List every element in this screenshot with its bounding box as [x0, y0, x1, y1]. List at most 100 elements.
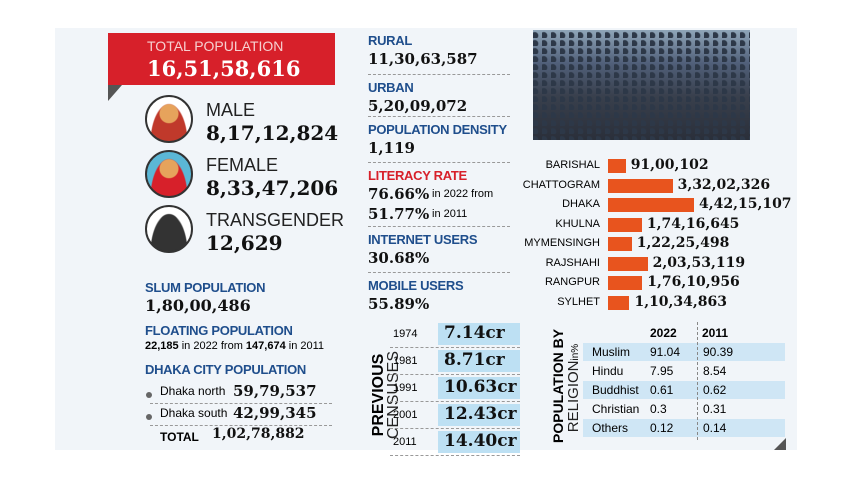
column-header: 2022: [650, 326, 677, 340]
stat-label: URBAN: [368, 80, 414, 95]
stat-value: 76.66%: [368, 185, 430, 203]
row-band: [583, 343, 785, 361]
division-bar: [608, 237, 632, 251]
census-box: [438, 323, 520, 345]
gender-label: MALE: [206, 100, 256, 120]
division-value: 91,00,102: [630, 157, 709, 173]
label-unit: in%: [570, 343, 581, 361]
division-value: 1,76,10,956: [647, 274, 740, 290]
total-value: 16,51,58,616: [147, 56, 301, 81]
religion-name: Muslim: [592, 345, 630, 359]
division-bar: [608, 198, 694, 212]
religion-value: 90.39: [703, 345, 734, 359]
stat-value: 55.89%: [368, 295, 430, 313]
religion-name: Others: [592, 421, 629, 435]
separator: [368, 74, 510, 75]
division-label: SYLHET: [557, 295, 600, 308]
stat-value: 51.77%: [368, 205, 430, 223]
division-bar: [608, 295, 630, 310]
census-value: 10.63cr: [444, 377, 517, 397]
census-year: 2001: [393, 409, 418, 421]
division-value: 1,74,16,645: [646, 215, 740, 232]
section-heading: FLOATING POPULATION: [145, 323, 293, 338]
census-value: 8.71cr: [444, 350, 505, 370]
separator: [368, 116, 510, 117]
icon: [145, 205, 193, 253]
bullet: [146, 392, 152, 398]
census-value: 12.43cr: [444, 404, 517, 424]
row-band: [583, 381, 785, 399]
detail-part: 22,185: [145, 340, 179, 352]
label-line: PREVIOUS: [370, 353, 387, 437]
icon: [145, 95, 193, 143]
division-value: 4,42,15,107: [699, 196, 792, 212]
religion-name: Christian: [592, 402, 640, 416]
detail-part: 147,674: [245, 340, 286, 352]
division-label: CHATTOGRAM: [522, 178, 600, 191]
separator: [390, 374, 520, 375]
census-year: 2011: [393, 436, 417, 448]
corner: [108, 85, 122, 101]
section-heading: SLUM POPULATION: [145, 280, 266, 295]
bullet: [146, 414, 152, 420]
census-box: [438, 377, 520, 399]
icon: [145, 150, 193, 198]
religion-label: POPULATION BY RELIGIONin%: [550, 328, 583, 443]
label-line: POPULATION BY: [550, 328, 566, 443]
gender-label: FEMALE: [206, 155, 279, 175]
floating-detail: 22,185 in 2022 from 147,674 in 2011: [145, 340, 324, 352]
division-label: DHAKA: [562, 198, 600, 210]
division-value: 1,22,25,498: [636, 235, 730, 251]
slum-value: 1,80,00,486: [145, 296, 251, 315]
column-header: 2011: [702, 326, 729, 340]
religion-value: 0.12: [650, 421, 674, 435]
dhaka-row-value: 42,99,345: [233, 404, 317, 422]
division-label: KHULNA: [555, 217, 600, 230]
detail-part: in 2011: [285, 340, 325, 352]
dhaka-row-label: Dhaka south: [160, 406, 228, 420]
separator: [390, 455, 520, 456]
corner: [774, 438, 786, 450]
separator: [150, 425, 332, 426]
religion-value: 0.31: [703, 402, 727, 416]
stat-label: LITERACY RATE: [368, 168, 467, 183]
total-label: TOTAL POPULATION: [147, 38, 284, 54]
stat-value: 5,20,09,072: [368, 97, 468, 115]
stat-label: POPULATION DENSITY: [368, 122, 507, 137]
separator: [368, 226, 510, 227]
division-bar: [608, 159, 626, 173]
census-box: [438, 431, 520, 453]
religion-value: 91.04: [650, 345, 681, 359]
gender-value: 8,17,12,824: [206, 121, 339, 145]
religion-name: Buddhist: [592, 383, 639, 397]
label-line: RELIGION: [565, 360, 582, 433]
dhaka-row-value: 1,02,78,882: [212, 426, 305, 442]
division-value: 3,32,02,326: [677, 176, 771, 193]
separator: [150, 403, 332, 404]
separator: [368, 272, 510, 273]
division-bar: [608, 276, 643, 290]
religion-value: 7.95: [650, 364, 674, 378]
stat-label: RURAL: [368, 33, 412, 48]
stat-value: in 2011: [432, 208, 468, 220]
separator: [390, 347, 520, 348]
stat-value: 11,30,63,587: [368, 50, 478, 68]
religion-value: 0.14: [703, 421, 727, 435]
census-year: 1974: [393, 328, 418, 340]
gender-value: 12,629: [206, 231, 283, 255]
division-label: RAJSHAHI: [545, 256, 600, 269]
total-box: [108, 33, 335, 85]
stat-value: 30.68%: [368, 249, 430, 267]
division-label: RANGPUR: [544, 276, 600, 288]
row-band: [583, 419, 785, 437]
separator: [390, 428, 520, 429]
religion-value: 0.61: [650, 383, 674, 397]
census-value: 14.40cr: [444, 431, 517, 451]
census-year: 1991: [393, 382, 418, 394]
detail-part: in 2022 from: [178, 340, 246, 352]
census-box: [438, 404, 520, 426]
division-label: BARISHAL: [545, 159, 600, 171]
stat-label: INTERNET USERS: [368, 232, 478, 247]
stat-value: 1,119: [368, 139, 415, 157]
